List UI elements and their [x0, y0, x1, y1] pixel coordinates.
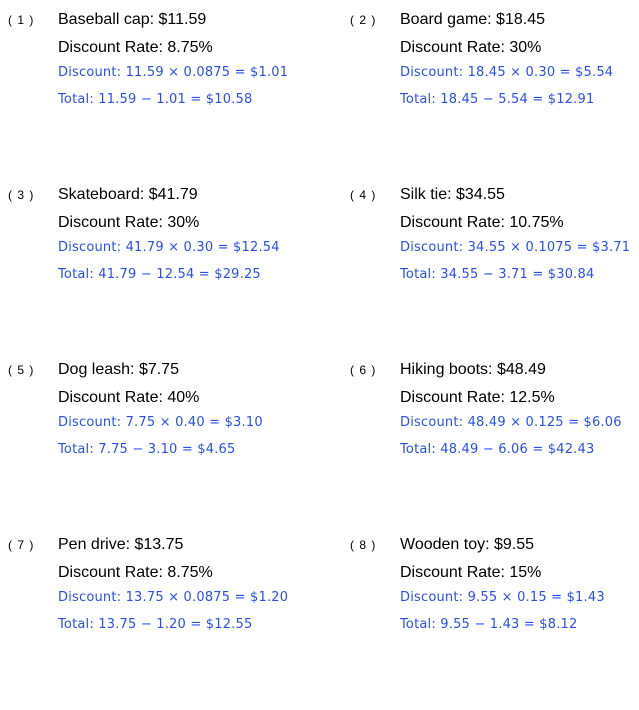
discount-work-line: Discount: 48.49 × 0.125 = $6.06 — [400, 415, 622, 430]
problem-3: ( 3 ) Skateboard: $41.79 Discount Rate: … — [8, 185, 350, 360]
problem-number: ( 6 ) — [350, 363, 377, 377]
total-work-line: Total: 18.45 − 5.54 = $12.91 — [400, 92, 595, 107]
item-price-line: Board game: $18.45 — [400, 11, 545, 28]
problem-body: Silk tie: $34.55 Discount Rate: 10.75% D… — [400, 185, 639, 294]
total-work-line: Total: 41.79 − 12.54 = $29.25 — [58, 267, 261, 282]
item-price-line: Baseball cap: $11.59 — [58, 11, 207, 28]
item-price-line: Silk tie: $34.55 — [400, 186, 505, 203]
problem-body: Wooden toy: $9.55 Discount Rate: 15% Dis… — [400, 535, 639, 644]
problem-body: Baseball cap: $11.59 Discount Rate: 8.75… — [58, 10, 350, 119]
discount-work-line: Discount: 34.55 × 0.1075 = $3.71 — [400, 240, 631, 255]
problem-number: ( 5 ) — [8, 363, 35, 377]
item-price-line: Wooden toy: $9.55 — [400, 536, 535, 553]
discount-work-line: Discount: 13.75 × 0.0875 = $1.20 — [58, 590, 289, 605]
problem-number: ( 7 ) — [8, 538, 35, 552]
discount-rate-line: Discount Rate: 10.75% — [400, 214, 564, 231]
problem-2: ( 2 ) Board game: $18.45 Discount Rate: … — [350, 10, 639, 185]
discount-work-line: Discount: 9.55 × 0.15 = $1.43 — [400, 590, 605, 605]
discount-work-line: Discount: 11.59 × 0.0875 = $1.01 — [58, 65, 289, 80]
total-work-line: Total: 48.49 − 6.06 = $42.43 — [400, 442, 595, 457]
discount-rate-line: Discount Rate: 12.5% — [400, 389, 555, 406]
discount-rate-line: Discount Rate: 30% — [400, 39, 542, 56]
discount-work-line: Discount: 7.75 × 0.40 = $3.10 — [58, 415, 263, 430]
problem-4: ( 4 ) Silk tie: $34.55 Discount Rate: 10… — [350, 185, 639, 360]
item-price-line: Dog leash: $7.75 — [58, 361, 179, 378]
problem-number: ( 4 ) — [350, 188, 377, 202]
problem-number: ( 2 ) — [350, 13, 377, 27]
discount-rate-line: Discount Rate: 30% — [58, 214, 200, 231]
total-work-line: Total: 34.55 − 3.71 = $30.84 — [400, 267, 595, 282]
total-work-line: Total: 7.75 − 3.10 = $4.65 — [58, 442, 236, 457]
problem-8: ( 8 ) Wooden toy: $9.55 Discount Rate: 1… — [350, 535, 639, 710]
problem-body: Pen drive: $13.75 Discount Rate: 8.75% D… — [58, 535, 350, 644]
discount-rate-line: Discount Rate: 8.75% — [58, 564, 213, 581]
problem-7: ( 7 ) Pen drive: $13.75 Discount Rate: 8… — [8, 535, 350, 710]
discount-rate-line: Discount Rate: 40% — [58, 389, 200, 406]
problem-body: Dog leash: $7.75 Discount Rate: 40% Disc… — [58, 360, 350, 469]
discount-work-line: Discount: 18.45 × 0.30 = $5.54 — [400, 65, 614, 80]
discount-work-line: Discount: 41.79 × 0.30 = $12.54 — [58, 240, 280, 255]
problem-number: ( 1 ) — [8, 13, 35, 27]
problem-5: ( 5 ) Dog leash: $7.75 Discount Rate: 40… — [8, 360, 350, 535]
total-work-line: Total: 13.75 − 1.20 = $12.55 — [58, 617, 253, 632]
total-work-line: Total: 11.59 − 1.01 = $10.58 — [58, 92, 253, 107]
problem-body: Skateboard: $41.79 Discount Rate: 30% Di… — [58, 185, 350, 294]
problem-6: ( 6 ) Hiking boots: $48.49 Discount Rate… — [350, 360, 639, 535]
problem-1: ( 1 ) Baseball cap: $11.59 Discount Rate… — [8, 10, 350, 185]
problem-number: ( 3 ) — [8, 188, 35, 202]
total-work-line: Total: 9.55 − 1.43 = $8.12 — [400, 617, 578, 632]
item-price-line: Pen drive: $13.75 — [58, 536, 184, 553]
item-price-line: Skateboard: $41.79 — [58, 186, 198, 203]
problem-number: ( 8 ) — [350, 538, 377, 552]
discount-rate-line: Discount Rate: 15% — [400, 564, 542, 581]
problem-body: Board game: $18.45 Discount Rate: 30% Di… — [400, 10, 639, 119]
discount-rate-line: Discount Rate: 8.75% — [58, 39, 213, 56]
problem-body: Hiking boots: $48.49 Discount Rate: 12.5… — [400, 360, 639, 469]
item-price-line: Hiking boots: $48.49 — [400, 361, 546, 378]
